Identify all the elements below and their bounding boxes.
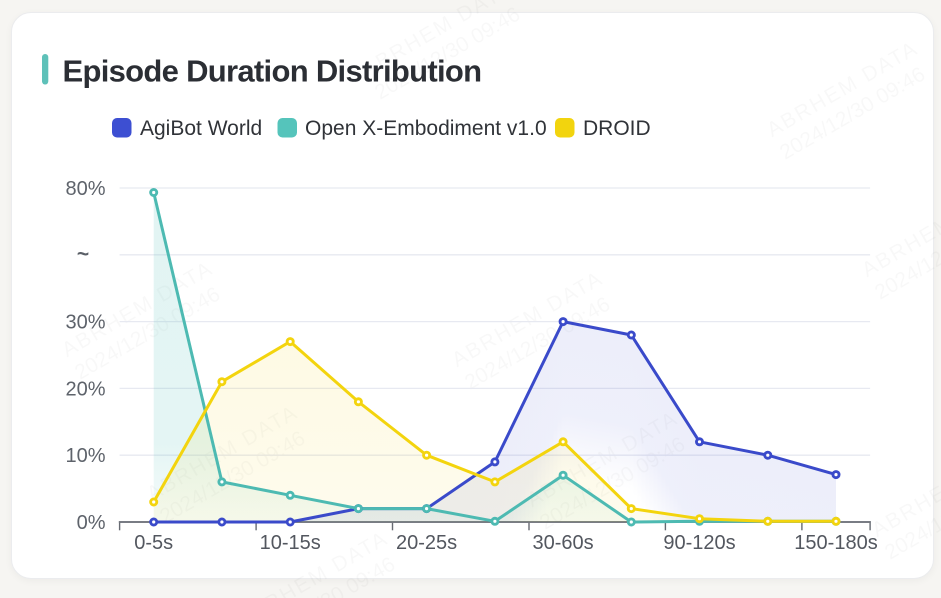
svg-text:0%: 0% (77, 512, 106, 534)
svg-text:0-5s: 0-5s (134, 532, 173, 554)
svg-text:30-60s: 30-60s (533, 532, 594, 554)
svg-text:10%: 10% (65, 445, 105, 467)
svg-text:DROID: DROID (583, 117, 651, 140)
svg-text:20%: 20% (65, 378, 105, 400)
svg-text:Open X-Embodiment v1.0: Open X-Embodiment v1.0 (305, 117, 547, 140)
svg-text:10-15s: 10-15s (260, 532, 321, 554)
svg-text:AgiBot World: AgiBot World (140, 117, 262, 140)
svg-text:Episode Duration Distribution: Episode Duration Distribution (63, 54, 482, 89)
svg-text:90-120s: 90-120s (663, 532, 735, 554)
svg-text:80%: 80% (65, 178, 105, 200)
svg-text:~: ~ (77, 243, 89, 266)
svg-text:20-25s: 20-25s (396, 532, 457, 554)
svg-text:30%: 30% (65, 312, 105, 334)
svg-text:150-180s: 150-180s (794, 532, 877, 554)
